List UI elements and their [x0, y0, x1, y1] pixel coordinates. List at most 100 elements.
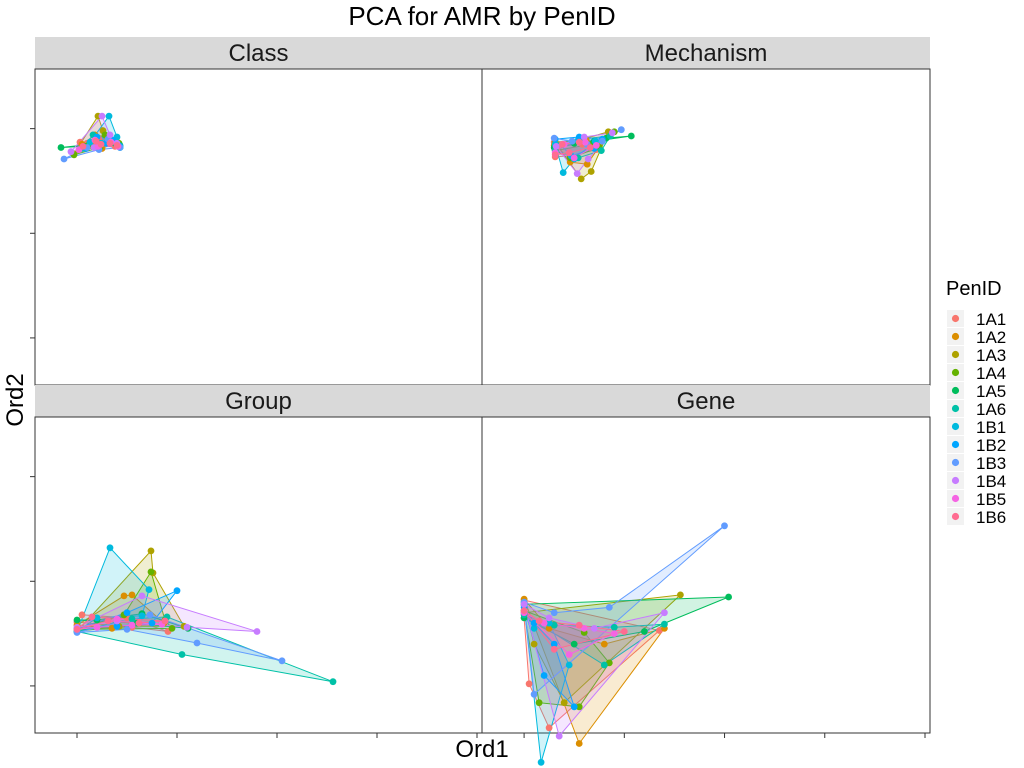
legend-key-1B5	[951, 494, 960, 503]
point-1A6	[597, 147, 605, 155]
point-1B4	[545, 614, 553, 622]
panel-class: Class	[34, 37, 483, 386]
panel-frame	[481, 416, 931, 734]
legend-item-1B1: 1B1	[947, 418, 1006, 437]
point-1B4	[253, 628, 261, 635]
point-1A6	[600, 661, 608, 669]
legend-item-1B2: 1B2	[947, 436, 1006, 455]
point-1B2	[570, 703, 578, 711]
legend-key-1A3	[951, 350, 960, 359]
legend: PenID 1A11A21A31A41A51A61B11B21B31B41B51…	[946, 278, 1006, 527]
point-1B4	[573, 170, 581, 178]
legend-item-1B5: 1B5	[947, 490, 1006, 509]
point-1B5	[128, 621, 136, 629]
legend-label-1B3: 1B3	[976, 454, 1006, 473]
legend-item-1B6: 1B6	[947, 508, 1006, 527]
point-1B1	[138, 612, 146, 620]
point-1B6	[565, 149, 573, 157]
point-1A3	[147, 547, 155, 555]
point-1B6	[550, 645, 558, 653]
point-1A1	[78, 611, 86, 619]
point-1B3	[598, 137, 606, 145]
legend-label-1A4: 1A4	[976, 364, 1006, 383]
legend-item-1B3: 1B3	[947, 454, 1006, 473]
point-1B6	[161, 617, 169, 625]
point-1A2	[600, 640, 608, 648]
point-1A5	[641, 628, 648, 635]
panel-frame	[34, 416, 483, 734]
legend-label-1A3: 1A3	[976, 346, 1006, 365]
legend-label-1B4: 1B4	[976, 472, 1006, 491]
point-1A4	[168, 625, 176, 632]
point-1B2	[173, 587, 181, 595]
strip-mechanism	[482, 37, 930, 69]
strip-label-group: Group	[225, 388, 292, 415]
facet-panels: Class Mechanism Group Gene	[30, 37, 931, 766]
x-axis-title: Ord1	[455, 736, 508, 763]
point-1B3	[123, 626, 131, 633]
legend-item-1A3: 1A3	[947, 346, 1006, 365]
point-1B1	[559, 169, 567, 177]
panel-frame	[481, 68, 931, 386]
point-1B6	[113, 142, 121, 149]
point-1A1	[545, 724, 553, 732]
point-1B6	[73, 626, 81, 633]
point-1A5	[725, 593, 732, 601]
point-1B6	[79, 143, 87, 150]
legend-key-1B3	[951, 458, 960, 467]
panel-group: Group	[34, 385, 483, 734]
legend-label-1B2: 1B2	[976, 436, 1006, 455]
axis-ticks	[30, 128, 926, 738]
point-1B3	[568, 137, 576, 145]
point-1B4	[555, 732, 563, 740]
point-1B1	[565, 661, 573, 669]
point-1B6	[88, 613, 96, 621]
point-1B2	[540, 672, 548, 679]
legend-key-1A6	[951, 404, 960, 413]
legend-label-1B1: 1B1	[976, 418, 1006, 437]
point-1B5	[610, 630, 618, 637]
point-1B3	[550, 134, 558, 142]
point-1A4	[147, 568, 155, 576]
hull-1B4	[523, 603, 666, 738]
point-1A2	[575, 740, 583, 747]
panel-mechanism: Mechanism	[481, 37, 931, 386]
panel-gene: Gene	[481, 385, 931, 766]
legend-item-1A4: 1A4	[947, 364, 1006, 383]
point-1B2	[113, 622, 121, 630]
point-1A6	[610, 623, 618, 631]
legend-key-1B1	[951, 422, 960, 431]
legend-key-1B6	[951, 512, 960, 521]
point-1A6	[550, 621, 558, 629]
point-1B4	[584, 155, 592, 163]
point-1B5	[581, 138, 589, 146]
point-1A6	[178, 651, 186, 658]
point-1A5	[73, 616, 81, 624]
point-1A4	[575, 703, 583, 711]
point-1B2	[575, 133, 583, 141]
point-1B3	[146, 611, 154, 619]
point-1B6	[104, 617, 112, 625]
point-1A6	[128, 615, 136, 623]
point-1B6	[558, 140, 566, 148]
point-1B1	[145, 586, 153, 593]
point-1B6	[135, 619, 143, 627]
strip-label-gene: Gene	[677, 388, 736, 415]
panel-frame	[34, 68, 483, 386]
point-1B4	[67, 148, 75, 156]
y-axis-title: Ord2	[2, 373, 29, 426]
point-1A6	[661, 620, 668, 628]
point-1B1	[537, 758, 545, 766]
point-1B1	[530, 625, 538, 632]
point-1B1	[545, 619, 553, 627]
point-1B6	[520, 607, 528, 614]
point-1B5	[93, 623, 101, 631]
point-1B5	[570, 154, 578, 162]
point-1A3	[530, 640, 538, 648]
point-1A2	[545, 625, 553, 632]
point-1B3	[550, 609, 558, 617]
strip-class	[35, 37, 482, 69]
point-1B4	[552, 143, 560, 150]
point-1B6	[97, 140, 105, 148]
